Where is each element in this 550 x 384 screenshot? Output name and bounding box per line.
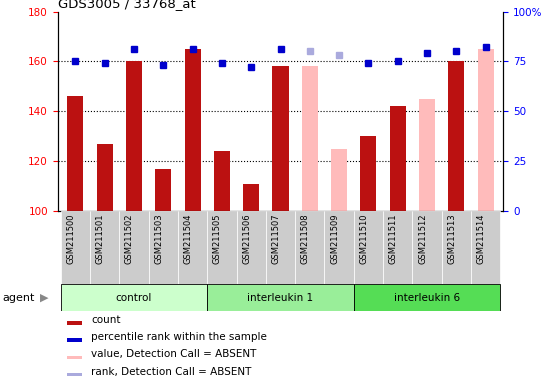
Bar [360,136,377,211]
Bar [419,99,435,211]
FancyBboxPatch shape [442,211,471,284]
Bar [67,373,82,376]
FancyBboxPatch shape [119,211,148,284]
FancyBboxPatch shape [295,211,324,284]
Bar [67,96,84,211]
FancyBboxPatch shape [324,211,354,284]
Bar [331,149,347,211]
Text: value, Detection Call = ABSENT: value, Detection Call = ABSENT [91,349,256,359]
Text: count: count [91,314,120,325]
FancyBboxPatch shape [236,211,266,284]
Bar [207,284,354,311]
Text: GSM211509: GSM211509 [330,214,339,264]
Text: GSM211501: GSM211501 [96,214,104,264]
Text: GSM211505: GSM211505 [213,214,222,264]
Text: GSM211506: GSM211506 [242,214,251,264]
FancyBboxPatch shape [354,211,383,284]
Text: control: control [116,293,152,303]
Text: GDS3005 / 33768_at: GDS3005 / 33768_at [58,0,195,10]
Text: GSM211504: GSM211504 [184,214,192,264]
Bar [302,66,318,211]
Text: GSM211500: GSM211500 [67,214,75,264]
FancyBboxPatch shape [471,211,501,284]
FancyBboxPatch shape [148,211,178,284]
Bar [155,169,171,211]
Bar [67,338,82,342]
Bar [354,284,500,311]
Text: GSM211508: GSM211508 [301,214,310,264]
Text: GSM211507: GSM211507 [272,214,280,264]
Text: GSM211511: GSM211511 [389,214,398,264]
Bar [184,49,201,211]
Bar [97,144,113,211]
Text: GSM211514: GSM211514 [477,214,486,264]
Bar [67,356,82,359]
Bar [390,106,406,211]
FancyBboxPatch shape [60,211,90,284]
FancyBboxPatch shape [178,211,207,284]
FancyBboxPatch shape [383,211,412,284]
FancyBboxPatch shape [266,211,295,284]
FancyBboxPatch shape [90,211,119,284]
Bar [477,49,494,211]
Bar [214,151,230,211]
FancyBboxPatch shape [412,211,442,284]
Bar [126,61,142,211]
Text: ▶: ▶ [40,293,48,303]
Bar [60,284,207,311]
Text: GSM211512: GSM211512 [418,214,427,264]
Text: GSM211502: GSM211502 [125,214,134,264]
Text: interleukin 6: interleukin 6 [394,293,460,303]
Bar [243,184,259,211]
Text: rank, Detection Call = ABSENT: rank, Detection Call = ABSENT [91,366,251,377]
Bar [448,61,464,211]
Text: agent: agent [3,293,35,303]
Text: GSM211503: GSM211503 [154,214,163,264]
Text: percentile rank within the sample: percentile rank within the sample [91,332,267,342]
Bar [272,66,289,211]
Text: GSM211513: GSM211513 [447,214,456,264]
Text: interleukin 1: interleukin 1 [248,293,314,303]
FancyBboxPatch shape [207,211,236,284]
Bar [67,321,82,324]
Text: GSM211510: GSM211510 [360,214,368,264]
